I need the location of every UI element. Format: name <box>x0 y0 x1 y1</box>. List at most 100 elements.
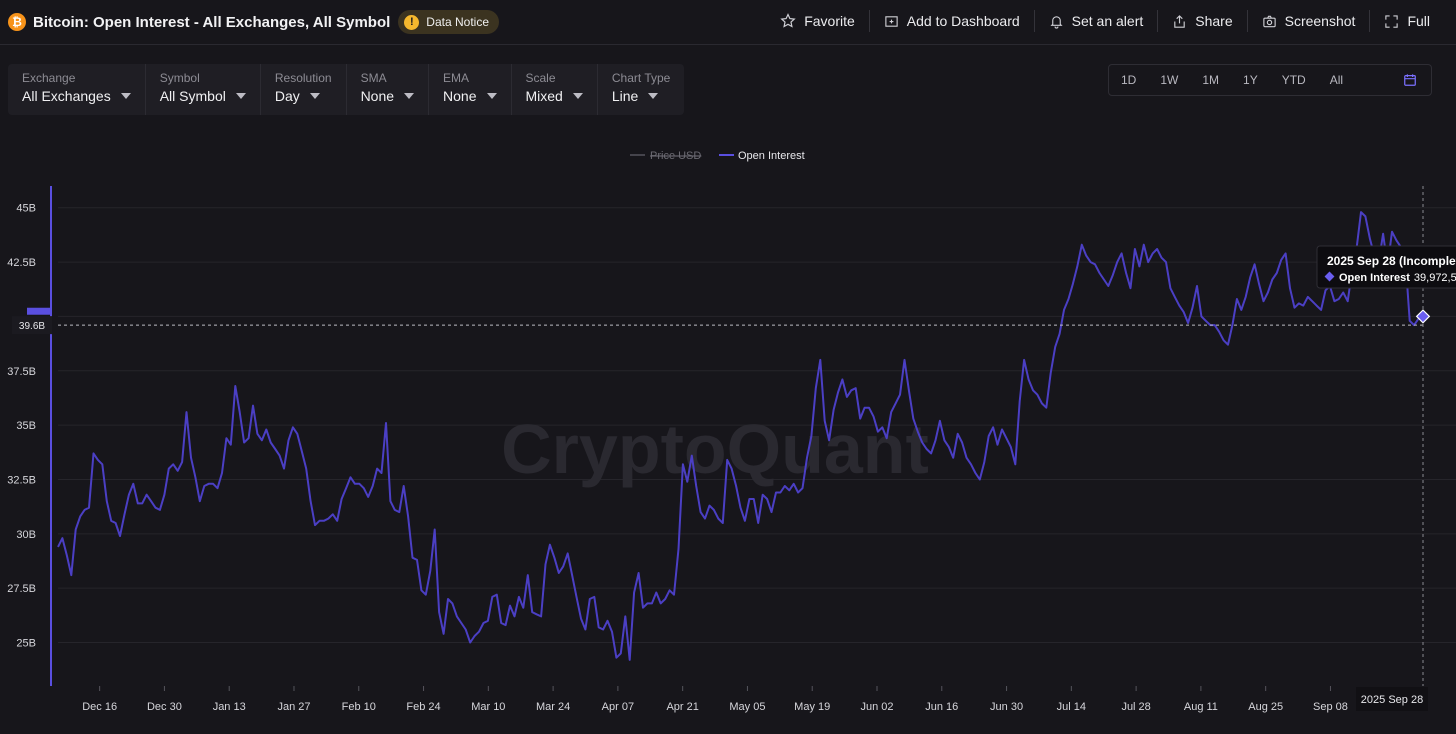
x-tick-label: May 19 <box>794 701 830 713</box>
sma-select[interactable]: SMA None <box>347 64 430 115</box>
y-tick-label: 42.5B <box>7 257 36 269</box>
ema-value: None <box>443 88 477 104</box>
crosshair-y-box <box>12 316 52 335</box>
range-selector: 1D 1W 1M 1Y YTD All <box>1108 64 1432 96</box>
x-tick-label: Apr 07 <box>602 701 634 713</box>
range-1w-button[interactable]: 1W <box>1160 73 1179 87</box>
range-1y-button[interactable]: 1Y <box>1243 73 1258 87</box>
range-1d-button[interactable]: 1D <box>1121 73 1137 87</box>
x-tick-label: Mar 24 <box>536 701 570 713</box>
symbol-value: All Symbol <box>159 88 226 104</box>
share-label: Share <box>1195 13 1233 29</box>
data-notice-label: Data Notice <box>426 15 489 29</box>
y-tick-label: 45B <box>16 203 36 215</box>
x-tick-label: Feb 24 <box>406 701 440 713</box>
crosshair-date-label: 2025 Sep 28 <box>1361 694 1423 706</box>
chevron-down-icon <box>404 93 415 99</box>
exclamation-icon: ! <box>404 14 420 30</box>
screenshot-button[interactable]: Screenshot <box>1248 10 1371 32</box>
x-tick-label: Jun 16 <box>925 701 958 713</box>
scale-label: Scale <box>525 71 556 85</box>
chart-area[interactable]: Price USD Open Interest CryptoQuant 25B 2… <box>0 130 1456 734</box>
crosshair-date-box <box>1356 687 1428 711</box>
chevron-down-icon <box>572 93 583 99</box>
add-to-dashboard-label: Add to Dashboard <box>906 13 1020 29</box>
range-all-button[interactable]: All <box>1329 73 1344 87</box>
exchange-label: Exchange <box>22 71 76 85</box>
set-alert-button[interactable]: Set an alert <box>1035 10 1159 32</box>
grid <box>58 207 1456 644</box>
x-tick-label: Sep 08 <box>1313 701 1348 713</box>
crosshair-y-label: 39.6B <box>19 321 45 332</box>
y-axis: 25B 27.5B 30B 32.5B 35B 37.5B 42.5B 45B <box>7 203 51 650</box>
x-tick-label: Jun 30 <box>990 701 1023 713</box>
range-ytd-button[interactable]: YTD <box>1281 73 1306 87</box>
x-tick-label: Dec 16 <box>82 701 117 713</box>
bitcoin-icon: ₿ <box>8 13 26 31</box>
y-axis-value-marker <box>27 307 51 315</box>
chevron-down-icon <box>486 93 497 99</box>
tooltip-series-name: Open Interest <box>1339 272 1410 284</box>
x-tick-label: Mar 10 <box>471 701 505 713</box>
sma-label: SMA <box>360 71 387 85</box>
favorite-button[interactable]: Favorite <box>766 10 870 32</box>
tooltip: 2025 Sep 28 (Incomplete) Open Interest 39… <box>1316 245 1456 289</box>
series-line-open-interest <box>57 211 1424 661</box>
filter-bar: Exchange All Exchanges Symbol All Symbol… <box>8 64 685 115</box>
header-actions: Favorite Add to Dashboard Set an alert S… <box>766 0 1456 42</box>
crosshair-marker <box>1415 309 1431 324</box>
tooltip-title: 2025 Sep 28 (Incomplete) <box>1327 254 1456 268</box>
y-tick-label: 25B <box>16 638 36 650</box>
range-1m-button[interactable]: 1M <box>1202 73 1220 87</box>
set-alert-label: Set an alert <box>1071 13 1144 29</box>
y-tick-label: 37.5B <box>7 366 36 378</box>
x-tick-label: Jul 14 <box>1057 701 1086 713</box>
resolution-select[interactable]: Resolution Day <box>261 64 347 115</box>
symbol-label: Symbol <box>159 71 200 85</box>
scale-select[interactable]: Scale Mixed <box>512 64 598 115</box>
legend-open-interest-label[interactable]: Open Interest <box>738 150 805 162</box>
resolution-value: Day <box>274 88 300 104</box>
x-tick-label: Aug 25 <box>1248 701 1283 713</box>
x-tick-label: Jan 27 <box>277 701 310 713</box>
legend-price-label[interactable]: Price USD <box>650 150 701 162</box>
top-bar: ₿ Bitcoin: Open Interest - All Exchanges… <box>0 0 1456 45</box>
sma-value: None <box>360 88 395 104</box>
data-notice-badge[interactable]: ! Data Notice <box>398 10 499 34</box>
camera-icon <box>1262 15 1276 27</box>
y-tick-label: 30B <box>16 529 36 541</box>
watermark: CryptoQuant <box>501 410 929 488</box>
add-to-dashboard-button[interactable]: Add to Dashboard <box>870 10 1035 32</box>
calendar-button[interactable] <box>1391 65 1431 95</box>
legend: Price USD Open Interest <box>630 150 805 162</box>
tooltip-series-marker <box>1324 271 1335 282</box>
y-tick-label: 32.5B <box>7 474 36 486</box>
chevron-down-icon <box>235 93 246 99</box>
x-tick-label: Jul 28 <box>1121 701 1150 713</box>
chevron-down-icon <box>120 93 131 99</box>
crosshair: 39.6B 2025 Sep 28 <box>12 186 1431 711</box>
share-button[interactable]: Share <box>1158 10 1248 32</box>
calendar-icon <box>1404 74 1416 86</box>
dashboard-add-icon <box>885 15 898 27</box>
chevron-down-icon <box>648 93 659 99</box>
exchange-value: All Exchanges <box>22 88 111 104</box>
chevron-down-icon <box>309 93 320 99</box>
ema-select[interactable]: EMA None <box>429 64 512 115</box>
ema-label: EMA <box>443 71 470 85</box>
fullscreen-label: Full <box>1407 13 1430 29</box>
fullscreen-icon <box>1385 14 1399 28</box>
favorite-label: Favorite <box>804 13 855 29</box>
exchange-select[interactable]: Exchange All Exchanges <box>8 64 146 115</box>
tooltip-box <box>1316 245 1456 289</box>
fullscreen-button[interactable]: Full <box>1370 10 1456 32</box>
y-tick-label: 35B <box>16 420 36 432</box>
share-icon <box>1174 14 1185 28</box>
chart-type-value: Line <box>611 88 639 104</box>
tooltip-series-text: Open Interest 39,972,5 <box>1339 272 1456 284</box>
chart-type-select[interactable]: Chart Type Line <box>598 64 684 115</box>
chart-type-label: Chart Type <box>611 71 671 85</box>
symbol-select[interactable]: Symbol All Symbol <box>146 64 261 115</box>
x-tick-label: Jan 13 <box>213 701 246 713</box>
scale-value: Mixed <box>525 88 563 104</box>
